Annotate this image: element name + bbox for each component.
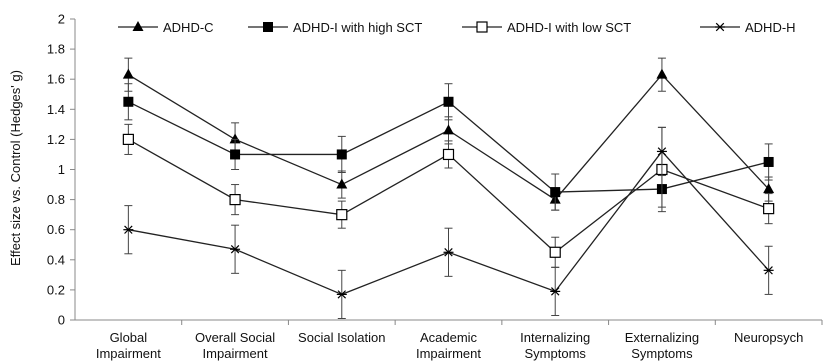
star-stroke [337, 290, 347, 299]
star-stroke [230, 245, 240, 254]
x-tick-label: Social Isolation [298, 330, 385, 345]
open-square-marker [476, 21, 488, 33]
star-marker [550, 287, 561, 296]
y-tick-label: 1 [58, 162, 65, 177]
x-tick-label: Impairment [416, 346, 481, 361]
filled-square-marker [123, 96, 134, 107]
triangle-marker [122, 68, 134, 79]
x-tick-label: Overall Social [195, 330, 275, 345]
star-stroke [764, 266, 773, 275]
star-stroke [550, 287, 560, 296]
y-tick-label: 0 [58, 313, 65, 328]
y-tick-label: 1.6 [47, 72, 65, 87]
y-tick-labels: 0 0.2 0.4 0.6 0.8 1 1.2 1.4 1.6 1.8 2 [47, 12, 65, 328]
legend-label: ADHD-H [745, 20, 796, 35]
y-tick-label: 1.4 [47, 102, 65, 117]
x-tick-label: Externalizing [625, 330, 699, 345]
filled-square-marker [336, 149, 347, 160]
legend: ADHD-C ADHD-I with high SCT ADHD-I with lo… [118, 20, 796, 35]
open-square-marker [229, 194, 241, 206]
triangle-marker [336, 178, 348, 189]
legend-label: ADHD-C [163, 20, 214, 35]
filled-square-marker [443, 96, 454, 107]
triangle-marker [443, 124, 454, 135]
star-marker [763, 266, 774, 275]
filled-square-marker [550, 187, 561, 198]
star-stroke [124, 225, 133, 234]
x-tick-label: Academic [420, 330, 478, 345]
legend-label: ADHD-I with low SCT [507, 20, 631, 35]
series-layer [122, 57, 775, 319]
axes [70, 18, 823, 325]
filled-square-marker [263, 22, 273, 32]
y-tick-label: 0.6 [47, 222, 65, 237]
star-marker [123, 225, 134, 234]
x-tick-label: Neuropsych [734, 330, 803, 345]
star-marker [656, 147, 667, 156]
open-square-marker [763, 203, 775, 215]
star-stroke [657, 147, 667, 156]
y-axis-label: Effect size vs. Control (Hedges' g) [8, 70, 23, 266]
star-marker [715, 22, 725, 32]
filled-square-marker [230, 149, 241, 160]
y-tick-label: 1.8 [47, 42, 65, 57]
triangle-marker [229, 133, 241, 144]
y-tick-label: 0.2 [47, 282, 65, 297]
open-square-marker [336, 209, 348, 221]
x-tick-label: Impairment [203, 346, 268, 361]
legend-label: ADHD-I with high SCT [293, 20, 422, 35]
triangle-marker [656, 68, 668, 79]
series-adhd-c [122, 57, 775, 211]
open-square-marker [549, 246, 561, 258]
star-stroke [715, 22, 725, 32]
star-marker [230, 245, 241, 254]
open-square-marker [442, 148, 455, 161]
star-marker [336, 290, 347, 299]
triangle-marker [132, 21, 144, 31]
x-tick-label: Internalizing [520, 330, 590, 345]
x-tick-label: Symptoms [631, 346, 693, 361]
star-stroke [444, 248, 453, 257]
filled-square-marker [763, 156, 774, 167]
series-adhd-h [123, 126, 774, 319]
x-tick-label: Impairment [96, 346, 161, 361]
y-tick-label: 1.2 [47, 132, 65, 147]
star-marker [443, 248, 454, 257]
open-square-marker [122, 133, 134, 145]
y-tick-label: 0.8 [47, 192, 65, 207]
y-tick-label: 2 [58, 12, 65, 27]
y-tick-label: 0.4 [47, 252, 65, 267]
triangle-marker [763, 183, 775, 194]
x-tick-label: Symptoms [525, 346, 587, 361]
x-tick-label: Global [110, 330, 148, 345]
